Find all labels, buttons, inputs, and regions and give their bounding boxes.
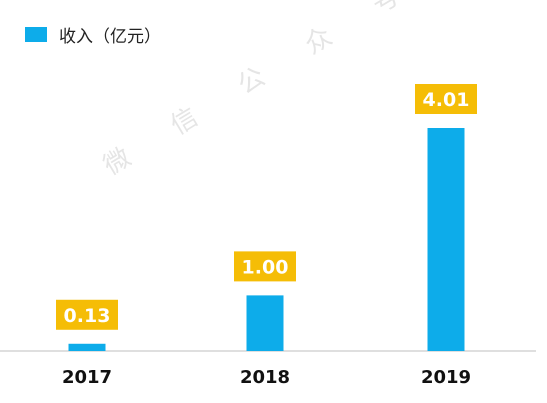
data-label-box-2019 <box>415 84 477 114</box>
data-label-2018: 1.00 <box>242 256 289 278</box>
data-label-box-2017 <box>56 299 118 330</box>
chart-legend: 收入（亿元） <box>25 22 161 47</box>
x-tick-label-2018: 2018 <box>240 367 290 388</box>
legend-label: 收入（亿元） <box>59 27 161 47</box>
bar-2018 <box>246 295 284 351</box>
bar-2019 <box>427 128 465 351</box>
x-tick-label-2017: 2017 <box>62 367 112 388</box>
data-label-2017: 0.13 <box>64 305 111 327</box>
legend-swatch <box>25 27 47 42</box>
x-tick-label-2019: 2019 <box>421 367 471 388</box>
bar-2017 <box>68 343 106 351</box>
data-label-2019: 4.01 <box>423 89 470 111</box>
data-label-box-2018 <box>234 251 296 282</box>
